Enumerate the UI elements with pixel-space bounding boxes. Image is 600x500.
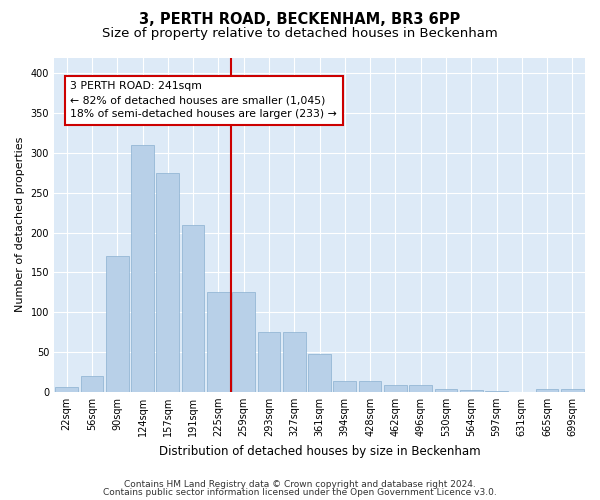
Bar xyxy=(80,376,103,392)
Bar xyxy=(182,224,205,392)
Bar xyxy=(308,354,331,392)
Bar xyxy=(485,391,508,392)
X-axis label: Distribution of detached houses by size in Beckenham: Distribution of detached houses by size … xyxy=(159,444,481,458)
Text: 3, PERTH ROAD, BECKENHAM, BR3 6PP: 3, PERTH ROAD, BECKENHAM, BR3 6PP xyxy=(139,12,461,28)
Bar xyxy=(283,332,305,392)
Y-axis label: Number of detached properties: Number of detached properties xyxy=(15,137,25,312)
Bar xyxy=(207,292,230,392)
Text: Contains public sector information licensed under the Open Government Licence v3: Contains public sector information licen… xyxy=(103,488,497,497)
Text: Size of property relative to detached houses in Beckenham: Size of property relative to detached ho… xyxy=(102,28,498,40)
Bar xyxy=(359,380,382,392)
Bar xyxy=(434,390,457,392)
Bar xyxy=(334,380,356,392)
Text: 3 PERTH ROAD: 241sqm
← 82% of detached houses are smaller (1,045)
18% of semi-de: 3 PERTH ROAD: 241sqm ← 82% of detached h… xyxy=(70,82,337,120)
Bar xyxy=(409,386,432,392)
Bar xyxy=(257,332,280,392)
Bar xyxy=(384,386,407,392)
Bar xyxy=(232,292,255,392)
Bar xyxy=(536,388,559,392)
Bar xyxy=(106,256,128,392)
Bar xyxy=(460,390,482,392)
Bar xyxy=(131,145,154,392)
Bar xyxy=(55,387,78,392)
Text: Contains HM Land Registry data © Crown copyright and database right 2024.: Contains HM Land Registry data © Crown c… xyxy=(124,480,476,489)
Bar xyxy=(561,388,584,392)
Bar xyxy=(157,173,179,392)
